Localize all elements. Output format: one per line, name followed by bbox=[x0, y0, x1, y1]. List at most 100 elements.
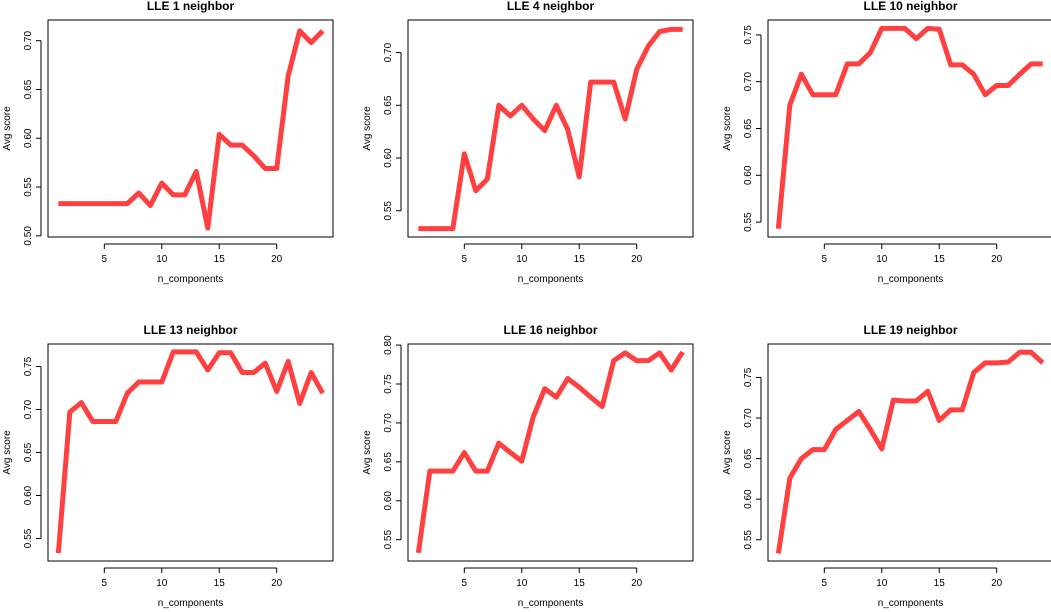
chart-2-data-point bbox=[416, 226, 421, 231]
chart-4-data-point bbox=[79, 400, 84, 405]
chart-1-y-tick-label: 0.70 bbox=[23, 31, 34, 51]
chart-1-data-point bbox=[240, 143, 245, 148]
chart-3-x-tick-label: 5 bbox=[822, 254, 828, 265]
chart-5-data-point bbox=[439, 469, 444, 474]
chart-2-series-line bbox=[418, 26, 683, 232]
chart-3-data-point bbox=[776, 226, 781, 231]
chart-5-data-point bbox=[611, 358, 616, 363]
chart-6-x-tick-label: 15 bbox=[934, 578, 946, 589]
chart-1-data-point bbox=[297, 28, 302, 33]
chart-5-x-tick-label: 20 bbox=[631, 578, 643, 589]
chart-1-data-point bbox=[159, 181, 164, 186]
chart-1-data-point bbox=[113, 201, 118, 206]
chart-6-y-tick-label: 0.65 bbox=[743, 448, 754, 468]
chart-1-data-point bbox=[228, 143, 233, 148]
chart-2-data-point bbox=[669, 27, 674, 32]
chart-5-data-point bbox=[646, 358, 651, 363]
chart-2-data-point bbox=[577, 175, 582, 180]
chart-4-data-point bbox=[159, 380, 164, 385]
chart-3-series-line bbox=[775, 25, 1043, 229]
chart-1: LLE 1 neighbor 5 10 15 20 0.50 0.55 0.60 0.65 0.7… bbox=[2, 0, 334, 285]
chart-4-x-tick-label: 20 bbox=[271, 578, 283, 589]
chart-5-y-tick-label: 0.70 bbox=[383, 413, 394, 433]
chart-2-data-point bbox=[600, 80, 605, 85]
chart-2-x-tick-label: 10 bbox=[516, 254, 528, 265]
chart-2-plot-frame bbox=[407, 19, 694, 238]
chart-6-data-point bbox=[914, 398, 919, 403]
chart-6-x-tick-label: 20 bbox=[991, 578, 1003, 589]
chart-3-data-point bbox=[971, 72, 976, 77]
chart-5: LLE 16 neighbor 5 10 15 20 0.55 0.60 0.65 0.70 0.… bbox=[362, 323, 694, 609]
chart-5-data-point bbox=[588, 395, 593, 400]
chart-4-data-point bbox=[297, 401, 302, 406]
chart-1-y-tick-label: 0.65 bbox=[23, 79, 34, 99]
chart-3-data-point bbox=[925, 26, 930, 31]
chart-4-data-point bbox=[240, 370, 245, 375]
chart-1-title: LLE 1 neighbor bbox=[147, 0, 235, 13]
chart-3-data-point bbox=[960, 62, 965, 67]
chart-5-data-point bbox=[565, 376, 570, 381]
chart-5-data-point bbox=[680, 350, 685, 355]
chart-3-data-point bbox=[994, 83, 999, 88]
chart-5-title: LLE 16 neighbor bbox=[503, 323, 597, 337]
chart-4-y-axis-label: Avg score bbox=[2, 430, 13, 475]
chart-1-plot-frame bbox=[47, 19, 334, 238]
chart-2-x-axis-label: n_components bbox=[518, 274, 584, 285]
chart-4-x-tick-label: 5 bbox=[102, 578, 108, 589]
chart-4-data-point bbox=[90, 419, 95, 424]
chart-2-y-tick-label: 0.60 bbox=[383, 148, 394, 168]
chart-1-y-axis-label: Avg score bbox=[2, 106, 13, 151]
chart-1-data-point bbox=[102, 201, 107, 206]
chart-3-data-point bbox=[879, 26, 884, 31]
chart-3-data-point bbox=[891, 26, 896, 31]
chart-3-y-tick-label: 0.75 bbox=[743, 25, 754, 45]
chart-6-plot-frame bbox=[767, 343, 1051, 562]
chart-6-data-point bbox=[960, 407, 965, 412]
chart-2-title: LLE 4 neighbor bbox=[507, 0, 595, 13]
chart-3-data-point bbox=[902, 26, 907, 31]
chart-5-data-point bbox=[427, 469, 432, 474]
chart-4-series-line bbox=[55, 349, 325, 554]
chart-4-data-point bbox=[102, 419, 107, 424]
chart-3-data-point bbox=[914, 36, 919, 41]
chart-5-data-point bbox=[669, 367, 674, 372]
chart-2-data-point bbox=[623, 117, 628, 122]
chart-2-data-point bbox=[462, 151, 467, 156]
chart-6-x-tick-label: 10 bbox=[876, 578, 888, 589]
chart-2-y-tick-label: 0.55 bbox=[383, 201, 394, 221]
chart-1-data-point bbox=[79, 201, 84, 206]
chart-3-data-point bbox=[937, 27, 942, 32]
chart-6-y-tick-label: 0.60 bbox=[743, 489, 754, 509]
chart-2-data-point bbox=[680, 27, 685, 32]
chart-6-data-point bbox=[902, 398, 907, 403]
chart-2-data-point bbox=[542, 128, 547, 133]
chart-5-x-tick-label: 15 bbox=[574, 578, 586, 589]
chart-4-data-point bbox=[125, 391, 130, 396]
chart-2-data-point bbox=[519, 103, 524, 108]
chart-5-x-axis-label: n_components bbox=[518, 598, 584, 609]
chart-5-data-point bbox=[634, 358, 639, 363]
chart-2-data-point bbox=[427, 226, 432, 231]
chart-6-data-point bbox=[1006, 360, 1011, 365]
chart-1-data-point bbox=[263, 166, 268, 171]
chart-3-data-point bbox=[833, 92, 838, 97]
chart-4-data-point bbox=[194, 349, 199, 354]
chart-3-y-tick-label: 0.60 bbox=[743, 165, 754, 185]
chart-5-plot-frame bbox=[407, 343, 694, 562]
chart-6-data-point bbox=[891, 398, 896, 403]
chart-6-data-point bbox=[810, 447, 815, 452]
chart-5-data-point bbox=[542, 386, 547, 391]
chart-4-data-point bbox=[67, 410, 72, 415]
chart-2-data-point bbox=[508, 113, 513, 118]
chart-6-data-point bbox=[1029, 350, 1034, 355]
chart-3-x-tick-label: 20 bbox=[991, 254, 1003, 265]
chart-3-data-point bbox=[810, 92, 815, 97]
chart-3-y-tick-label: 0.70 bbox=[743, 72, 754, 92]
chart-5-data-point bbox=[496, 441, 501, 446]
chart-4-data-point bbox=[263, 361, 268, 366]
chart-3-y-tick-label: 0.65 bbox=[743, 118, 754, 138]
chart-1-data-point bbox=[217, 132, 222, 137]
chart-1-data-point bbox=[136, 190, 141, 195]
chart-5-data-point bbox=[473, 469, 478, 474]
chart-4-data-point bbox=[113, 419, 118, 424]
